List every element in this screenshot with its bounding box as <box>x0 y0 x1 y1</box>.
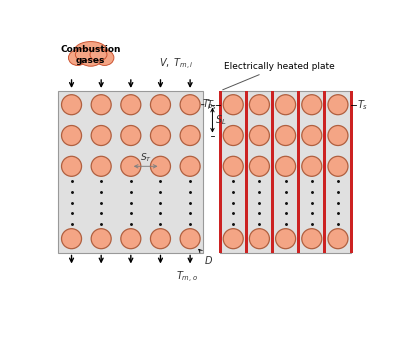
Circle shape <box>62 229 82 249</box>
Text: $T_p$: $T_p$ <box>202 98 214 112</box>
Circle shape <box>121 95 141 115</box>
Text: Combustion
gases: Combustion gases <box>60 45 121 65</box>
Circle shape <box>91 229 111 249</box>
Circle shape <box>62 156 82 176</box>
Circle shape <box>250 125 269 146</box>
Ellipse shape <box>75 49 92 61</box>
Circle shape <box>223 95 243 115</box>
Text: $D$: $D$ <box>204 254 213 267</box>
Circle shape <box>150 229 170 249</box>
Circle shape <box>223 156 243 176</box>
Bar <box>219 91 222 253</box>
Circle shape <box>91 125 111 146</box>
Circle shape <box>250 229 269 249</box>
Ellipse shape <box>90 49 107 61</box>
Text: $S_L$: $S_L$ <box>215 113 226 127</box>
Circle shape <box>121 125 141 146</box>
Circle shape <box>180 95 200 115</box>
Ellipse shape <box>80 52 101 66</box>
Circle shape <box>328 156 348 176</box>
Bar <box>271 91 274 253</box>
Bar <box>297 91 300 253</box>
Text: Electrically heated plate: Electrically heated plate <box>223 62 335 90</box>
Circle shape <box>180 156 200 176</box>
Text: $T_{m,o}$: $T_{m,o}$ <box>176 270 198 285</box>
Text: $T_s$: $T_s$ <box>205 98 217 112</box>
Circle shape <box>302 229 322 249</box>
Circle shape <box>121 156 141 176</box>
Circle shape <box>275 156 296 176</box>
Ellipse shape <box>74 41 108 62</box>
Bar <box>323 91 326 253</box>
Text: $S_T$: $S_T$ <box>140 152 152 164</box>
Bar <box>59 91 203 253</box>
Circle shape <box>302 156 322 176</box>
Text: $T_s$: $T_s$ <box>357 98 369 112</box>
Circle shape <box>302 95 322 115</box>
Circle shape <box>275 125 296 146</box>
Text: $V,\ T_{m,i}$: $V,\ T_{m,i}$ <box>159 57 194 72</box>
Circle shape <box>91 95 111 115</box>
Circle shape <box>62 95 82 115</box>
Circle shape <box>91 156 111 176</box>
Circle shape <box>302 125 322 146</box>
Circle shape <box>150 95 170 115</box>
Ellipse shape <box>68 50 87 65</box>
Circle shape <box>328 95 348 115</box>
Bar <box>220 91 351 253</box>
Circle shape <box>275 229 296 249</box>
Circle shape <box>150 156 170 176</box>
Circle shape <box>328 125 348 146</box>
Circle shape <box>121 229 141 249</box>
Circle shape <box>223 229 243 249</box>
Ellipse shape <box>96 50 114 65</box>
Circle shape <box>250 95 269 115</box>
Circle shape <box>62 125 82 146</box>
Circle shape <box>328 229 348 249</box>
Circle shape <box>250 156 269 176</box>
Bar <box>245 91 248 253</box>
Circle shape <box>180 229 200 249</box>
Circle shape <box>223 125 243 146</box>
Circle shape <box>275 95 296 115</box>
Circle shape <box>150 125 170 146</box>
Bar <box>349 91 353 253</box>
Circle shape <box>180 125 200 146</box>
